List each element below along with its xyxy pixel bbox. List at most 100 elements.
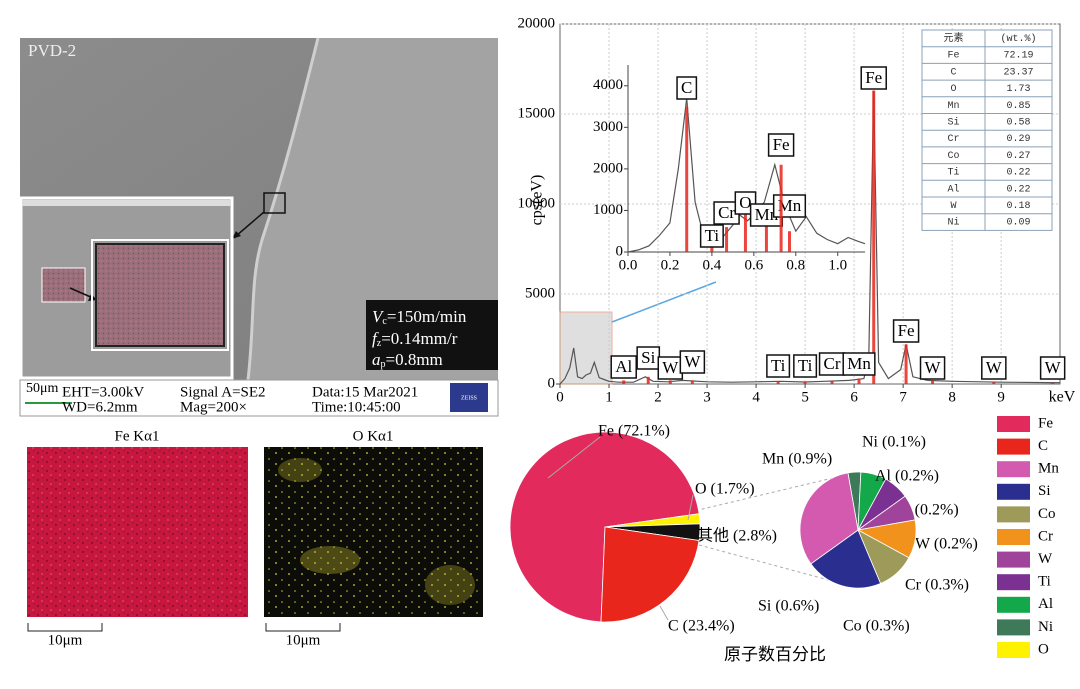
peak-label: Al (615, 357, 632, 376)
x-tick-label: 5 (801, 389, 809, 405)
pie-slice (600, 526, 700, 623)
symbol: V (372, 307, 385, 326)
peak-label-box (610, 355, 637, 379)
legend-label: Ti (1038, 574, 1051, 590)
pie-title: 原子数百分比 (724, 645, 826, 664)
peak-label: Cr (824, 354, 841, 373)
legend-label: C (1038, 438, 1048, 454)
x-tick-label: 9 (997, 389, 1005, 405)
table-cell: 23.37 (1003, 67, 1033, 78)
value: =0.14mm/r (381, 329, 458, 348)
sem-info-bar: 50μm EHT=3.00kV WD=6.2mm Signal A=SE2 Ma… (19, 379, 499, 417)
slice-label: C (23.4%) (668, 618, 735, 635)
y-tick-label: 20000 (518, 15, 556, 31)
scale-label: 50μm (26, 381, 59, 396)
peak-label: Fe (773, 135, 790, 154)
subscript: z (377, 338, 382, 349)
spectrum-line (627, 98, 866, 253)
y-tick-label: 3000 (593, 119, 623, 135)
x-tick-label: 0.6 (744, 257, 763, 273)
slice-label: O (1.7%) (695, 481, 755, 498)
legend-label: Al (1038, 596, 1053, 612)
table-cell: Cr (947, 134, 959, 145)
x-tick-label: 1.0 (828, 257, 847, 273)
peak-label: W (662, 358, 679, 377)
table-cell: 0.09 (1006, 218, 1030, 229)
y-tick-label: 0 (616, 243, 624, 259)
subscript: p (381, 359, 386, 370)
table-cell: 0.18 (1006, 201, 1030, 212)
peak-label: W (684, 352, 701, 371)
peak-label: O (739, 193, 751, 212)
table-cell: 0.27 (1006, 151, 1030, 162)
legend-swatch (997, 619, 1030, 636)
legend-label: Co (1038, 506, 1056, 522)
y-tick-label: 0 (548, 375, 556, 391)
info-text: WD=6.2mm (62, 399, 138, 415)
x-tick-label: 6 (850, 389, 858, 405)
y-tick-label: 10000 (518, 195, 556, 211)
y-tick-label: 2000 (593, 160, 623, 176)
legend-swatch (997, 642, 1030, 658)
peak-label-box (679, 350, 706, 374)
peak-label-box (699, 224, 724, 248)
peak-label: Cr (718, 203, 735, 222)
legend-swatch (997, 596, 1030, 613)
inset-background (626, 60, 868, 254)
element-maps: Fe Kα1 O Kα1 10μm 10μm (27, 428, 483, 648)
value: =150m/min (387, 307, 467, 326)
map-title: O Kα1 (353, 428, 394, 444)
peak-label: W (1045, 358, 1062, 377)
legend-label: Cr (1038, 528, 1053, 544)
table-cell: Fe (947, 51, 959, 62)
table-cell: Al (947, 183, 959, 195)
legend-swatch (997, 551, 1030, 568)
slice-label: Mn (0.9%) (762, 451, 832, 468)
sem-image: PVD-2 Vc=150m/min fz=0.14mm/r ap=0.8mm (19, 37, 498, 381)
x-tick-label: 4 (752, 389, 760, 405)
scale-label: 10μm (48, 632, 83, 648)
info-text: Time:10:45:00 (312, 399, 401, 415)
slice-label: Si (0.6%) (758, 598, 819, 615)
peak-label-box (981, 356, 1007, 380)
x-tick-label: 0.2 (661, 257, 680, 273)
symbol: a (372, 350, 381, 369)
table-cell: 0.29 (1006, 134, 1030, 145)
info-text: Signal A=SE2 (180, 384, 266, 400)
y-tick-label: 4000 (593, 77, 623, 93)
table-cell: 1.73 (1006, 84, 1030, 95)
x-tick-label: 7 (899, 389, 907, 405)
info-text: Mag=200× (180, 399, 247, 415)
peak-label: Ti (771, 356, 786, 375)
peak-label-box (676, 76, 698, 100)
peak-label-box (860, 66, 887, 90)
peak-label: Si (641, 348, 655, 367)
x-tick-label: 8 (948, 389, 956, 405)
table-cell: O (950, 84, 956, 95)
symbol: f (372, 329, 379, 348)
scale-label: 10μm (286, 632, 321, 648)
legend-label: O (1038, 641, 1049, 657)
slice-label: Co (0.3%) (843, 618, 910, 635)
y-tick-label: 15000 (518, 105, 556, 121)
table-header: (wt.%) (1000, 33, 1036, 45)
peak-label: Mn (847, 354, 871, 373)
zoom-region (559, 311, 613, 385)
peak-label: Fe (898, 321, 915, 340)
peak-label: Mn (755, 205, 779, 224)
table-cell: Si (947, 116, 959, 128)
subscript: c (382, 316, 387, 327)
pie-slice (810, 529, 882, 589)
legend-swatch (997, 506, 1030, 523)
table-cell: Mn (947, 101, 959, 112)
peak-label-box (766, 354, 791, 378)
table-cell: 0.85 (1006, 101, 1030, 112)
value: =0.8mm (386, 350, 443, 369)
leader-line (547, 436, 601, 479)
legend-label: Fe (1038, 415, 1053, 431)
slice-label: Cr (0.3%) (905, 577, 969, 594)
table-cell: 0.22 (1006, 184, 1030, 195)
table-cell: W (950, 201, 956, 212)
zoom-connector (611, 281, 717, 323)
